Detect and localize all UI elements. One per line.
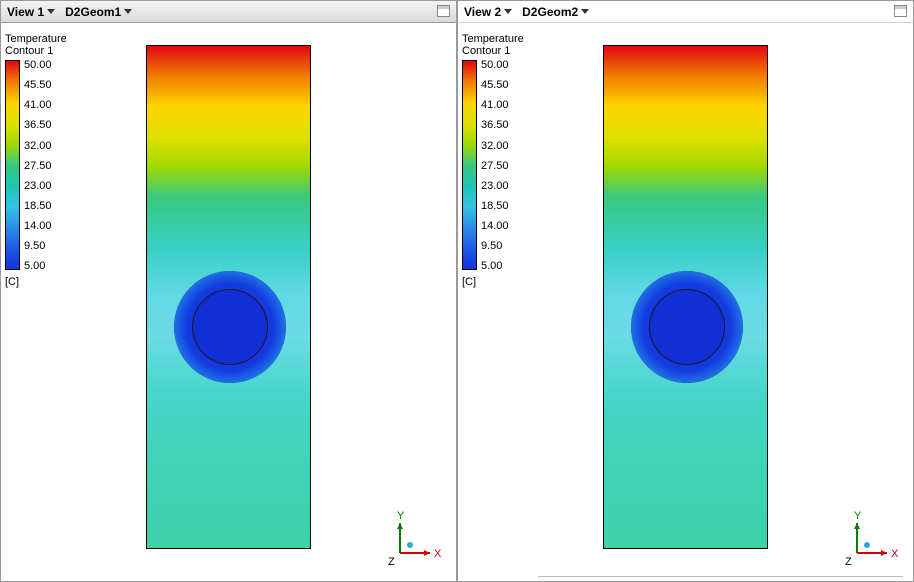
legend-tick: 32.00	[24, 141, 52, 152]
contour-plot	[146, 45, 311, 549]
geom-dropdown[interactable]: D2Geom1	[65, 5, 132, 19]
titlebar-view1: View 1 D2Geom1	[1, 1, 456, 23]
legend: Temperature Contour 1 50.00 45.50 41.00 36.…	[5, 33, 67, 288]
viewport-2[interactable]: Temperature Contour 1 50.00 45.50 41.00 36.…	[458, 23, 913, 581]
maximize-icon[interactable]	[437, 5, 450, 17]
legend-tick: 14.00	[481, 221, 509, 232]
legend-unit: [C]	[462, 276, 524, 288]
legend-tick: 23.00	[481, 181, 509, 192]
legend-ticks: 50.00 45.50 41.00 36.50 32.00 27.50 23.00 18.50…	[481, 60, 509, 272]
legend-tick: 9.50	[24, 241, 52, 252]
svg-text:X: X	[434, 548, 442, 560]
svg-text:Y: Y	[397, 511, 405, 522]
view-dropdown[interactable]: View 1	[7, 5, 55, 19]
divider	[538, 576, 903, 577]
legend-tick: 45.50	[481, 80, 509, 91]
view-dropdown[interactable]: View 2	[464, 5, 512, 19]
legend-ticks: 50.00 45.50 41.00 36.50 32.00 27.50 23.00 18.50…	[24, 60, 52, 272]
svg-text:X: X	[891, 548, 899, 560]
chevron-down-icon	[124, 9, 132, 14]
legend-tick: 18.50	[481, 201, 509, 212]
legend-title-line1: Temperature	[462, 33, 524, 45]
legend-tick: 36.50	[481, 120, 509, 131]
geom-label: D2Geom1	[65, 5, 121, 19]
viewport-1[interactable]: Temperature Contour 1 50.00 45.50 41.00 36.…	[1, 23, 456, 581]
view-label: View 2	[464, 5, 501, 19]
legend-tick: 41.00	[481, 100, 509, 111]
svg-text:Z: Z	[845, 556, 852, 567]
geom-dropdown[interactable]: D2Geom2	[522, 5, 589, 19]
view-label: View 1	[7, 5, 44, 19]
contour-plot	[603, 45, 768, 549]
colorbar	[462, 60, 477, 270]
legend-tick: 9.50	[481, 241, 509, 252]
axis-triad: X Y Z	[843, 511, 899, 567]
legend-tick: 27.50	[24, 161, 52, 172]
legend-tick: 50.00	[481, 60, 509, 71]
legend-tick: 5.00	[24, 261, 52, 272]
legend-unit: [C]	[5, 276, 67, 288]
chevron-down-icon	[581, 9, 589, 14]
legend-tick: 50.00	[24, 60, 52, 71]
svg-text:Z: Z	[388, 556, 395, 567]
legend-title-line1: Temperature	[5, 33, 67, 45]
colorbar	[5, 60, 20, 270]
legend-tick: 27.50	[481, 161, 509, 172]
contour-ring-inner	[192, 289, 268, 365]
titlebar-view2: View 2 D2Geom2	[458, 1, 913, 23]
legend-tick: 14.00	[24, 221, 52, 232]
chevron-down-icon	[504, 9, 512, 14]
legend-tick: 45.50	[24, 80, 52, 91]
geom-label: D2Geom2	[522, 5, 578, 19]
axis-triad: X Y Z	[386, 511, 442, 567]
chevron-down-icon	[47, 9, 55, 14]
legend-tick: 36.50	[24, 120, 52, 131]
legend: Temperature Contour 1 50.00 45.50 41.00 36.…	[462, 33, 524, 288]
legend-tick: 41.00	[24, 100, 52, 111]
legend-tick: 23.00	[24, 181, 52, 192]
maximize-icon[interactable]	[894, 5, 907, 17]
legend-title-line2: Contour 1	[462, 45, 524, 57]
legend-tick: 5.00	[481, 261, 509, 272]
legend-tick: 32.00	[481, 141, 509, 152]
svg-text:Y: Y	[854, 511, 862, 522]
contour-ring-inner	[649, 289, 725, 365]
legend-tick: 18.50	[24, 201, 52, 212]
legend-title-line2: Contour 1	[5, 45, 67, 57]
